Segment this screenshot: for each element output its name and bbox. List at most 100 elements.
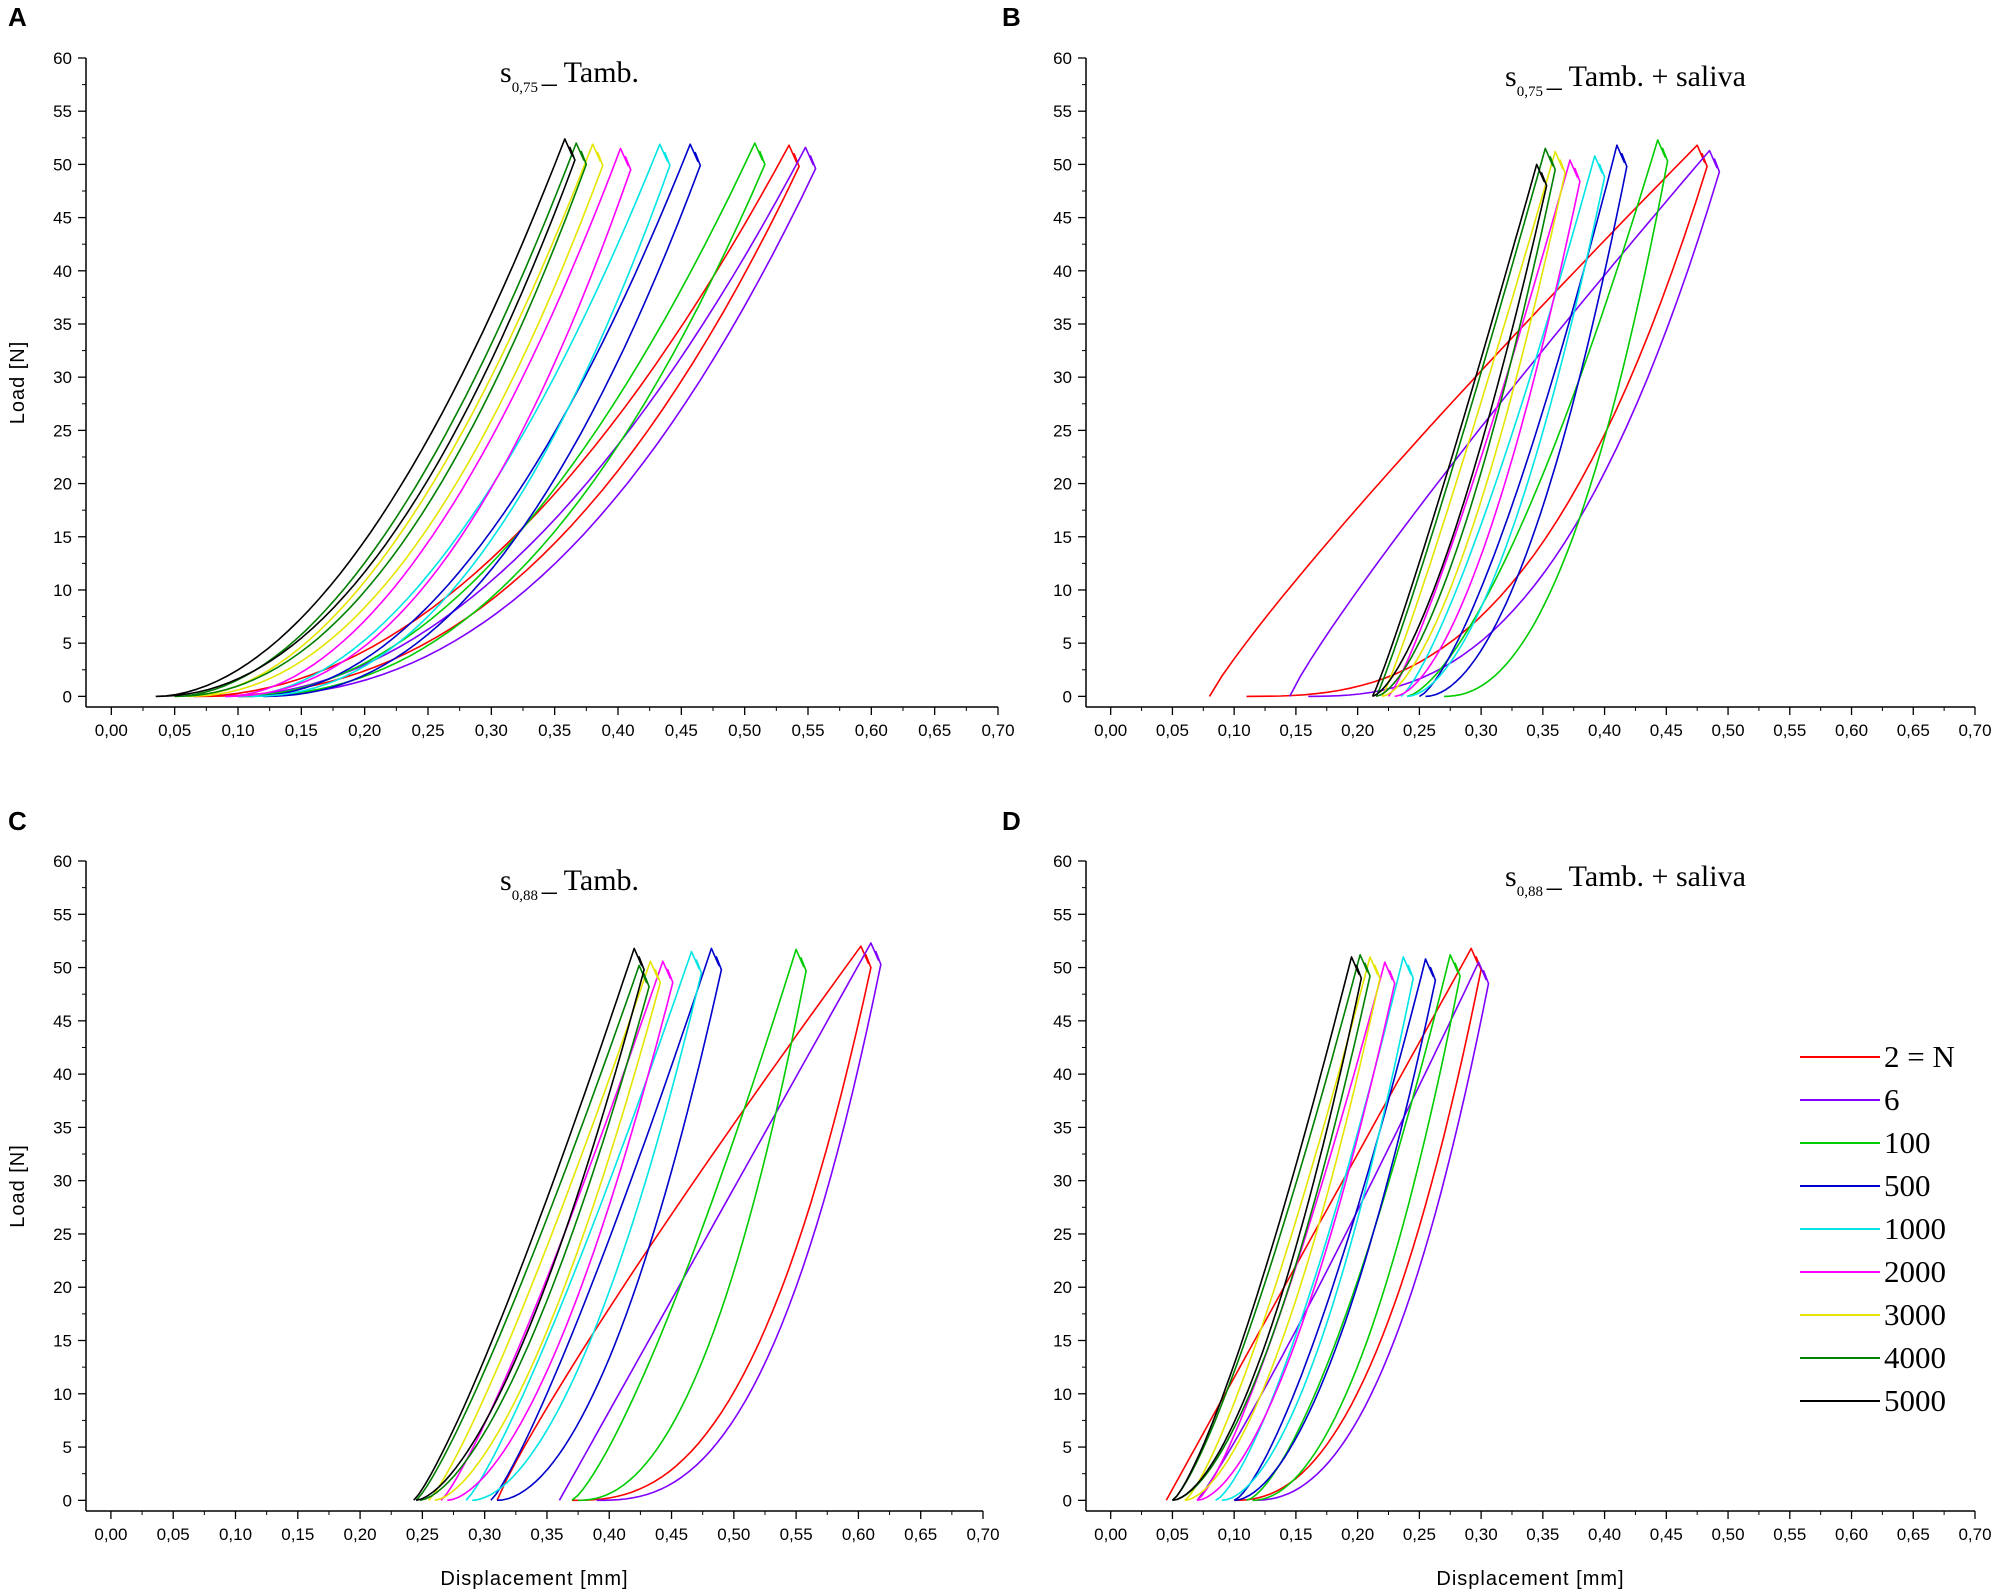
x-tick-label: 0,00 [94, 1525, 127, 1544]
series-line-3000 [187, 143, 604, 698]
y-tick-label: 5 [63, 1438, 72, 1457]
x-tick-label: 0,60 [1835, 1525, 1868, 1544]
y-tick-label: 0 [63, 687, 72, 706]
y-tick-label: 15 [1053, 1332, 1072, 1351]
y-tick-label: 15 [53, 1332, 72, 1351]
x-tick-label: 0,00 [1094, 721, 1127, 740]
y-tick-label: 30 [1053, 368, 1072, 387]
series-line-3000 [1381, 150, 1566, 698]
y-tick-label: 35 [53, 315, 72, 334]
series-line-2N [496, 945, 872, 1502]
series-line-100 [1246, 953, 1461, 1502]
y-tick-label: 10 [53, 581, 72, 600]
y-tick-label: 10 [1053, 1385, 1072, 1404]
series-line-5000 [1171, 956, 1363, 1502]
x-tick-label: 0,60 [855, 721, 888, 740]
x-tick-label: 0,40 [601, 721, 634, 740]
legend-label: 4000 [1884, 1340, 1946, 1375]
legend-label: 5000 [1884, 1383, 1946, 1418]
x-tick-label: 0,50 [717, 1525, 750, 1544]
y-tick-label: 25 [1053, 1225, 1072, 1244]
x-tick-label: 0,35 [538, 721, 571, 740]
x-tick-label: 0,20 [348, 721, 381, 740]
x-tick-label: 0,65 [1897, 721, 1930, 740]
y-tick-label: 20 [1053, 475, 1072, 494]
x-tick-label: 0,55 [780, 1525, 813, 1544]
x-tick-label: 0,45 [665, 721, 698, 740]
x-tick-label: 0,05 [1156, 721, 1189, 740]
x-tick-label: 0,05 [158, 721, 191, 740]
x-tick-label: 0,25 [406, 1525, 439, 1544]
series-line-5000 [413, 947, 645, 1502]
series-line-500 [250, 143, 702, 698]
panel-title: s0,88 _ Tamb. [500, 864, 639, 904]
x-tick-label: 0,40 [1588, 721, 1621, 740]
x-tick-label: 0,65 [1897, 1525, 1930, 1544]
y-tick-label: 0 [1063, 687, 1072, 706]
x-tick-label: 0,30 [468, 1525, 501, 1544]
x-tick-label: 0,45 [1650, 721, 1683, 740]
y-tick-label: 60 [53, 852, 72, 871]
y-tick-label: 5 [63, 634, 72, 653]
series-line-6 [1196, 961, 1490, 1502]
legend-item: 2 = N [1800, 1039, 1955, 1074]
series-line-2N [193, 144, 800, 698]
series-line-4000 [415, 964, 650, 1502]
y-tick-label: 60 [1053, 852, 1072, 871]
y-tick-label: 15 [53, 528, 72, 547]
x-axis-label: Displacement [mm] [440, 1568, 628, 1590]
y-tick-label: 30 [1053, 1172, 1072, 1191]
x-tick-label: 0,30 [475, 721, 508, 740]
y-tick-label: 20 [53, 475, 72, 494]
x-tick-label: 0,65 [918, 721, 951, 740]
x-tick-label: 0,30 [1465, 1525, 1498, 1544]
y-tick-label: 35 [1053, 315, 1072, 334]
y-tick-label: 55 [53, 102, 72, 121]
y-tick-label: 25 [1053, 421, 1072, 440]
x-tick-label: 0,40 [1588, 1525, 1621, 1544]
x-tick-label: 0,05 [1156, 1525, 1189, 1544]
y-tick-label: 55 [1053, 905, 1072, 924]
legend-item: 4000 [1800, 1340, 1946, 1375]
legend-label: 500 [1884, 1168, 1931, 1203]
x-tick-label: 0,60 [842, 1525, 875, 1544]
legend-label: 2000 [1884, 1254, 1946, 1289]
x-tick-label: 0,50 [1712, 1525, 1745, 1544]
y-tick-label: 50 [1053, 959, 1072, 978]
series-line-500 [1233, 958, 1437, 1502]
y-tick-label: 45 [53, 209, 72, 228]
y-tick-label: 10 [53, 1385, 72, 1404]
x-tick-label: 0,25 [411, 721, 444, 740]
y-tick-label: 25 [53, 421, 72, 440]
x-tick-label: 0,10 [1218, 721, 1251, 740]
panel-b: B 0 5 10 15 20 25 30 35 40 45 50 55 60 0,00 0,05 0,10 0,1… [1002, 2, 1992, 740]
series-line-4000 [1171, 953, 1371, 1502]
series-line-4000 [1375, 147, 1556, 698]
series-line-1000 [237, 143, 671, 698]
y-tick-label: 40 [53, 1065, 72, 1084]
panel-title: s0,75 _ Tamb. [500, 56, 639, 96]
legend-label: 3000 [1884, 1297, 1946, 1332]
series-line-2000 [440, 960, 674, 1502]
series-line-500 [1418, 144, 1628, 698]
legend-item: 5000 [1800, 1383, 1946, 1418]
series-line-5000 [155, 138, 576, 698]
x-tick-label: 0,50 [728, 721, 761, 740]
y-tick-label: 20 [53, 1278, 72, 1297]
y-tick-label: 45 [1053, 209, 1072, 228]
panel-letter: B [1002, 2, 1021, 32]
x-tick-label: 0,35 [530, 1525, 563, 1544]
panel-title: s0,88 _ Tamb. + saliva [1505, 860, 1746, 900]
x-tick-label: 0,15 [281, 1525, 314, 1544]
panel-letter: C [8, 806, 27, 836]
series-line-100 [571, 948, 807, 1502]
x-tick-label: 0,70 [1958, 721, 1991, 740]
panel-letter: D [1002, 806, 1021, 836]
series-line-6 [225, 146, 817, 698]
x-tick-label: 0,70 [981, 721, 1014, 740]
y-tick-label: 0 [63, 1491, 72, 1510]
x-tick-label: 0,65 [904, 1525, 937, 1544]
legend-item: 6 [1800, 1082, 1900, 1117]
x-tick-label: 0,20 [1341, 721, 1374, 740]
